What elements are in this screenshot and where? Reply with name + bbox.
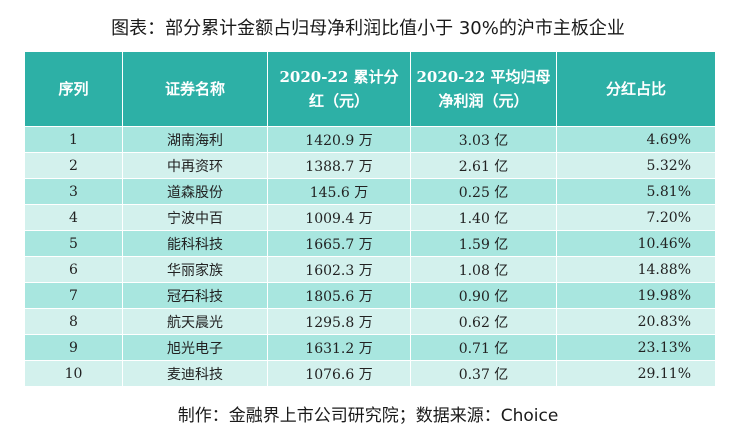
- table-row: 8 航天晨光 1295.8 万 0.62 亿 20.83%: [24, 308, 716, 335]
- cell-cumulative-dividend: 1076.6 万: [267, 360, 411, 387]
- cell-avg-net-profit: 3.03 亿: [410, 126, 557, 153]
- table-row: 10 麦迪科技 1076.6 万 0.37 亿 29.11%: [24, 360, 716, 387]
- table-row: 5 能科科技 1665.7 万 1.59 亿 10.46%: [24, 230, 716, 257]
- cell-security-name: 麦迪科技: [122, 360, 268, 387]
- header-security-name: 证券名称: [122, 51, 268, 127]
- cell-security-name: 旭光电子: [122, 334, 268, 361]
- cell-dividend-ratio: 5.81%: [556, 178, 716, 205]
- table-row: 7 冠石科技 1805.6 万 0.90 亿 19.98%: [24, 282, 716, 309]
- source-footer: 制作：金融界上市公司研究院；数据来源：Choice: [177, 406, 559, 426]
- cell-avg-net-profit: 1.08 亿: [410, 256, 557, 283]
- header-cumulative-dividend: 2020-22 累计分红（元）: [267, 51, 411, 127]
- cell-security-name: 能科科技: [122, 230, 268, 257]
- cell-row-index: 7: [24, 282, 123, 309]
- cell-avg-net-profit: 2.61 亿: [410, 152, 557, 179]
- cell-dividend-ratio: 7.20%: [556, 204, 716, 231]
- cell-security-name: 中再资环: [122, 152, 268, 179]
- cell-row-index: 4: [24, 204, 123, 231]
- cell-avg-net-profit: 0.90 亿: [410, 282, 557, 309]
- cell-dividend-ratio: 29.11%: [556, 360, 716, 387]
- cell-cumulative-dividend: 1805.6 万: [267, 282, 411, 309]
- cell-dividend-ratio: 23.13%: [556, 334, 716, 361]
- cell-dividend-ratio: 5.32%: [556, 152, 716, 179]
- table-title: 图表：部分累计金额占归母净利润比值小于 30%的沪市主板企业: [111, 18, 625, 39]
- cell-cumulative-dividend: 1009.4 万: [267, 204, 411, 231]
- cell-cumulative-dividend: 1631.2 万: [267, 334, 411, 361]
- table-row: 2 中再资环 1388.7 万 2.61 亿 5.32%: [24, 152, 716, 179]
- cell-row-index: 1: [24, 126, 123, 153]
- cell-dividend-ratio: 14.88%: [556, 256, 716, 283]
- cell-dividend-ratio: 19.98%: [556, 282, 716, 309]
- cell-dividend-ratio: 4.69%: [556, 126, 716, 153]
- cell-avg-net-profit: 1.59 亿: [410, 230, 557, 257]
- cell-row-index: 6: [24, 256, 123, 283]
- header-dividend-ratio: 分红占比: [556, 51, 716, 127]
- table-row: 3 道森股份 145.6 万 0.25 亿 5.81%: [24, 178, 716, 205]
- table-row: 9 旭光电子 1631.2 万 0.71 亿 23.13%: [24, 334, 716, 361]
- cell-row-index: 8: [24, 308, 123, 335]
- cell-cumulative-dividend: 1602.3 万: [267, 256, 411, 283]
- cell-cumulative-dividend: 1420.9 万: [267, 126, 411, 153]
- cell-avg-net-profit: 0.62 亿: [410, 308, 557, 335]
- cell-cumulative-dividend: 1295.8 万: [267, 308, 411, 335]
- cell-avg-net-profit: 1.40 亿: [410, 204, 557, 231]
- cell-cumulative-dividend: 145.6 万: [267, 178, 411, 205]
- cell-cumulative-dividend: 1388.7 万: [267, 152, 411, 179]
- table-row: 1 湖南海利 1420.9 万 3.03 亿 4.69%: [24, 126, 716, 153]
- data-table: 序列 证券名称 2020-22 累计分红（元） 2020-22 平均归母净利润（…: [24, 51, 716, 387]
- header-avg-net-profit: 2020-22 平均归母净利润（元）: [410, 51, 557, 127]
- cell-row-index: 3: [24, 178, 123, 205]
- table-row: 6 华丽家族 1602.3 万 1.08 亿 14.88%: [24, 256, 716, 283]
- table-row: 4 宁波中百 1009.4 万 1.40 亿 7.20%: [24, 204, 716, 231]
- cell-row-index: 10: [24, 360, 123, 387]
- cell-security-name: 道森股份: [122, 178, 268, 205]
- cell-security-name: 宁波中百: [122, 204, 268, 231]
- cell-avg-net-profit: 0.71 亿: [410, 334, 557, 361]
- cell-avg-net-profit: 0.25 亿: [410, 178, 557, 205]
- cell-security-name: 航天晨光: [122, 308, 268, 335]
- cell-row-index: 5: [24, 230, 123, 257]
- cell-security-name: 华丽家族: [122, 256, 268, 283]
- cell-dividend-ratio: 20.83%: [556, 308, 716, 335]
- cell-row-index: 9: [24, 334, 123, 361]
- cell-cumulative-dividend: 1665.7 万: [267, 230, 411, 257]
- cell-row-index: 2: [24, 152, 123, 179]
- cell-security-name: 冠石科技: [122, 282, 268, 309]
- table-header-row: 序列 证券名称 2020-22 累计分红（元） 2020-22 平均归母净利润（…: [24, 51, 716, 127]
- header-index: 序列: [24, 51, 123, 127]
- cell-avg-net-profit: 0.37 亿: [410, 360, 557, 387]
- cell-dividend-ratio: 10.46%: [556, 230, 716, 257]
- cell-security-name: 湖南海利: [122, 126, 268, 153]
